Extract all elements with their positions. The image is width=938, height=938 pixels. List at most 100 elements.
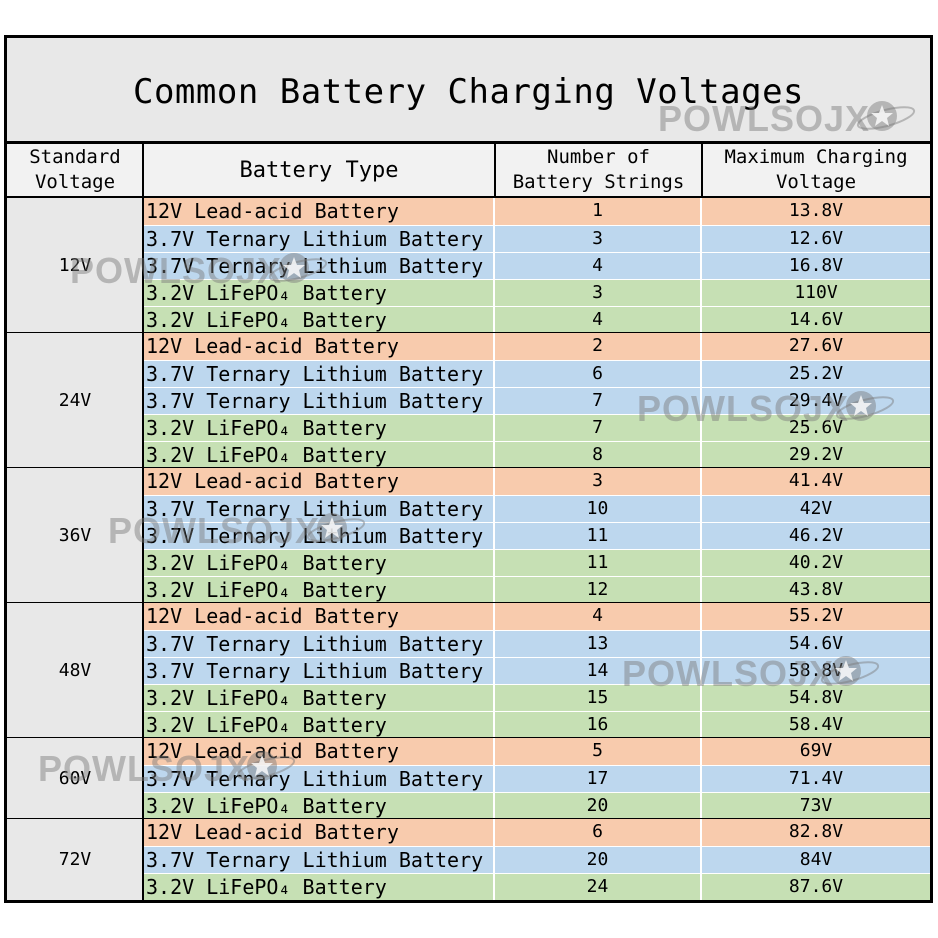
column-divider	[700, 415, 702, 441]
column-divider	[493, 361, 495, 387]
column-divider	[493, 550, 495, 576]
column-divider	[493, 793, 495, 819]
battery-type-cell: 3.2V LiFePO₄ Battery	[146, 308, 387, 332]
max-voltage-cell: 16.8V	[788, 255, 844, 276]
table-row: 3.2V LiFePO₄ Battery 8 29.2V	[143, 441, 930, 468]
max-voltage-cell: 58.4V	[788, 714, 844, 735]
column-divider	[493, 388, 495, 414]
strings-cell: 6	[592, 363, 603, 384]
battery-type-cell: 3.7V Ternary Lithium Battery	[146, 524, 484, 548]
column-divider	[700, 712, 702, 738]
battery-type-cell: 3.2V LiFePO₄ Battery	[146, 794, 387, 818]
table-row: 3.2V LiFePO₄ Battery 3 110V	[143, 279, 930, 306]
column-divider	[493, 280, 495, 306]
header-standard-voltage-label: Standard Voltage	[29, 146, 121, 193]
strings-cell: 4	[592, 309, 603, 330]
max-voltage-cell: 25.2V	[788, 363, 844, 384]
column-divider	[700, 793, 702, 819]
table-row: 3.2V LiFePO₄ Battery 15 54.8V	[143, 684, 930, 711]
table-row: 3.7V Ternary Lithium Battery 6 25.2V	[143, 360, 930, 387]
header-standard-voltage: Standard Voltage	[7, 144, 143, 198]
column-divider	[493, 738, 495, 765]
table-row: 3.7V Ternary Lithium Battery 20 84V	[143, 846, 930, 873]
max-voltage-cell: 71.4V	[788, 768, 844, 789]
table-row: 3.7V Ternary Lithium Battery 3 12.6V	[143, 225, 930, 252]
strings-cell: 3	[592, 228, 603, 249]
column-divider	[700, 685, 702, 711]
max-voltage-cell: 54.6V	[788, 633, 844, 654]
column-divider	[493, 603, 495, 630]
table-row: 12V Lead-acid Battery 4 55.2V	[143, 603, 930, 630]
strings-cell: 7	[592, 417, 603, 438]
column-border	[701, 144, 703, 198]
strings-cell: 1	[592, 200, 603, 221]
table-row: 3.2V LiFePO₄ Battery 11 40.2V	[143, 549, 930, 576]
column-divider	[700, 819, 702, 846]
table-title-bar: Common Battery Charging Voltages	[7, 38, 930, 144]
strings-cell: 20	[586, 849, 609, 870]
strings-cell: 6	[592, 821, 603, 842]
column-divider	[700, 388, 702, 414]
column-divider	[493, 198, 495, 225]
column-divider	[700, 577, 702, 603]
max-voltage-cell: 29.2V	[788, 444, 844, 465]
column-divider	[493, 226, 495, 252]
table-row: 3.7V Ternary Lithium Battery 10 42V	[143, 495, 930, 522]
column-divider	[493, 415, 495, 441]
group-label-12V: 12V	[7, 198, 143, 333]
battery-type-cell: 12V Lead-acid Battery	[146, 604, 399, 628]
battery-type-cell: 3.2V LiFePO₄ Battery	[146, 713, 387, 737]
column-divider	[493, 333, 495, 360]
header-max-voltage-label: Maximum Charging Voltage	[724, 146, 908, 193]
header-strings: Number of Battery Strings	[495, 144, 702, 198]
page-title: Common Battery Charging Voltages	[132, 72, 805, 112]
max-voltage-cell: 14.6V	[788, 309, 844, 330]
max-voltage-cell: 25.6V	[788, 417, 844, 438]
strings-cell: 8	[592, 444, 603, 465]
header-battery-type: Battery Type	[143, 144, 495, 198]
battery-type-cell: 3.7V Ternary Lithium Battery	[146, 254, 484, 278]
battery-type-cell: 3.2V LiFePO₄ Battery	[146, 578, 387, 602]
battery-type-cell: 3.7V Ternary Lithium Battery	[146, 497, 484, 521]
column-border	[494, 144, 496, 198]
column-divider	[493, 468, 495, 495]
battery-type-cell: 3.7V Ternary Lithium Battery	[146, 632, 484, 656]
column-divider	[493, 766, 495, 792]
strings-cell: 3	[592, 282, 603, 303]
column-divider	[493, 712, 495, 738]
table-row: 12V Lead-acid Battery 1 13.8V	[143, 198, 930, 225]
column-divider	[493, 658, 495, 684]
table-row: 12V Lead-acid Battery 2 27.6V	[143, 333, 930, 360]
column-divider	[700, 253, 702, 279]
strings-cell: 17	[586, 768, 609, 789]
max-voltage-cell: 58.8V	[788, 660, 844, 681]
column-divider	[493, 523, 495, 549]
column-divider	[493, 819, 495, 846]
column-divider	[493, 847, 495, 873]
table-row: 3.2V LiFePO₄ Battery 12 43.8V	[143, 576, 930, 603]
table-row: 12V Lead-acid Battery 3 41.4V	[143, 468, 930, 495]
column-divider	[700, 631, 702, 657]
max-voltage-cell: 110V	[794, 282, 838, 303]
column-divider	[700, 738, 702, 765]
max-voltage-cell: 46.2V	[788, 525, 844, 546]
table-row: 12V Lead-acid Battery 6 82.8V	[143, 819, 930, 846]
column-divider	[493, 307, 495, 333]
max-voltage-cell: 42V	[799, 498, 833, 519]
strings-cell: 20	[586, 795, 609, 816]
table-row: 12V Lead-acid Battery 5 69V	[143, 738, 930, 765]
max-voltage-cell: 13.8V	[788, 200, 844, 221]
column-border	[142, 144, 144, 900]
column-divider	[700, 658, 702, 684]
header-strings-label: Number of Battery Strings	[512, 146, 685, 193]
max-voltage-cell: 84V	[799, 849, 833, 870]
column-divider	[700, 307, 702, 333]
battery-type-cell: 3.2V LiFePO₄ Battery	[146, 416, 387, 440]
strings-cell: 2	[592, 335, 603, 356]
battery-type-cell: 3.2V LiFePO₄ Battery	[146, 686, 387, 710]
strings-cell: 10	[586, 498, 609, 519]
battery-type-cell: 3.2V LiFePO₄ Battery	[146, 875, 387, 899]
column-divider	[493, 685, 495, 711]
column-divider	[493, 874, 495, 900]
column-divider	[493, 577, 495, 603]
